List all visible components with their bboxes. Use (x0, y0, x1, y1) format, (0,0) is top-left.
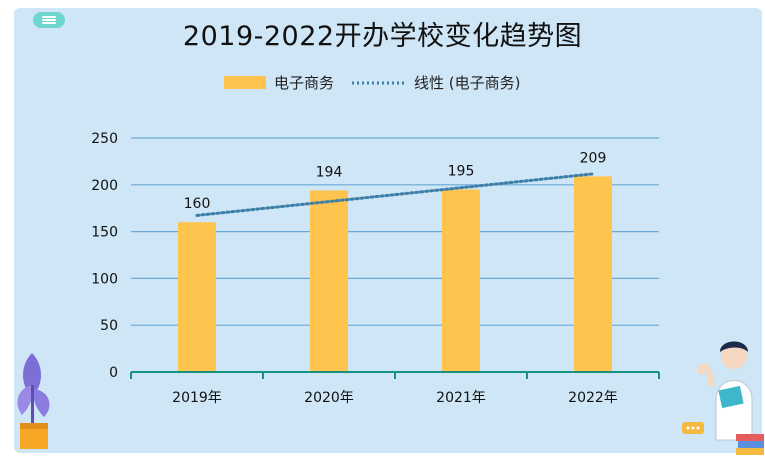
x-tick-label: 2020年 (304, 390, 354, 406)
teacher-with-book-decoration (682, 341, 764, 455)
legend-trendline-swatch (352, 81, 404, 85)
bar-value-label: 194 (316, 164, 343, 180)
chart-legend: 电子商务 线性 (电子商务) (0, 72, 765, 94)
x-tick-label: 2019年 (172, 390, 222, 406)
x-tick-label: 2021年 (436, 390, 486, 406)
x-tick-label: 2022年 (568, 390, 618, 406)
y-tick-label: 150 (91, 225, 118, 241)
bar (310, 190, 348, 372)
y-tick-label: 250 (91, 131, 118, 147)
trendline (195, 172, 595, 217)
legend-trendline-label: 线性 (电子商务) (414, 74, 521, 92)
bar-value-label: 160 (184, 196, 211, 212)
bar-value-label: 195 (448, 163, 475, 179)
legend-bar-label: 电子商务 (274, 74, 335, 92)
y-tick-label: 50 (100, 318, 118, 334)
bar (178, 222, 216, 372)
menu-icon[interactable] (33, 12, 65, 28)
bar (574, 176, 612, 372)
bar (442, 189, 480, 372)
legend-bar-swatch (224, 76, 266, 89)
bar-value-label: 209 (580, 150, 607, 166)
chart-title: 2019-2022开办学校变化趋势图 (182, 21, 583, 52)
y-tick-label: 0 (109, 365, 118, 381)
plant-decoration (17, 353, 50, 449)
y-tick-label: 100 (91, 271, 118, 287)
y-tick-label: 200 (91, 178, 118, 194)
